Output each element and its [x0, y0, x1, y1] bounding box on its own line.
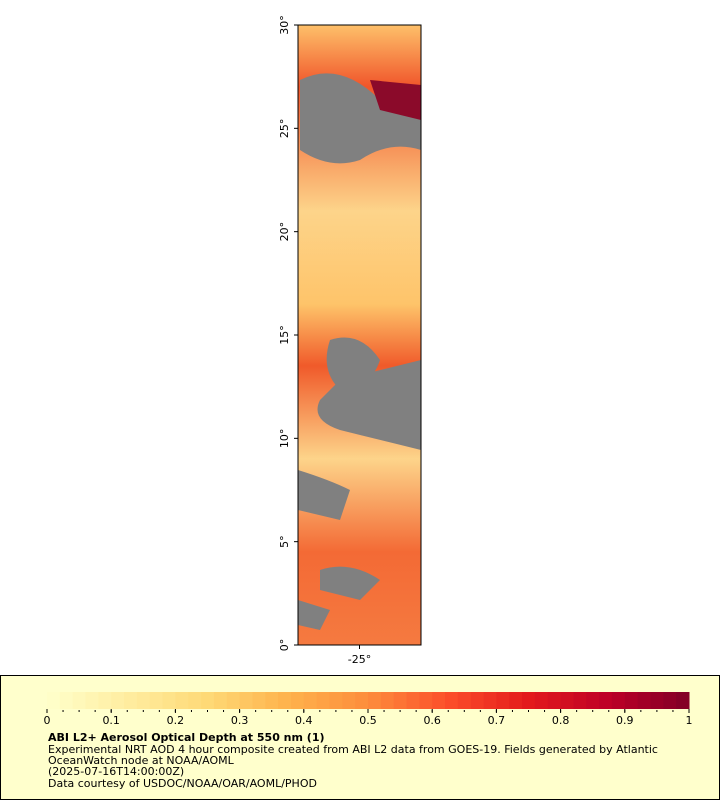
legend-text: Experimental NRT AOD 4 hour composite cr…: [48, 743, 658, 756]
colorbar-swatch: [329, 692, 343, 709]
colorbar-tick-label: 0.1: [102, 714, 120, 727]
colorbar-swatch: [136, 692, 151, 709]
colorbar-swatch: [637, 692, 651, 709]
y-tick-label: 30°: [278, 15, 291, 35]
colorbar-tick-label: 0.3: [231, 714, 249, 727]
colorbar-swatch: [432, 692, 446, 709]
colorbar-swatch: [624, 692, 639, 709]
colorbar-swatch: [483, 692, 497, 709]
colorbar-swatch: [149, 692, 164, 709]
colorbar-swatch: [406, 692, 420, 709]
y-tick-label: 15°: [278, 325, 291, 345]
x-tick-label: -25°: [348, 653, 371, 666]
legend-title: ABI L2+ Aerosol Optical Depth at 550 nm …: [48, 731, 325, 744]
colorbar-tick-label: 0.8: [552, 714, 570, 727]
colorbar-swatch: [111, 692, 125, 709]
colorbar-swatch: [201, 692, 215, 709]
colorbar-swatch: [663, 692, 677, 709]
colorbar-swatch: [72, 692, 87, 709]
colorbar-swatch: [368, 692, 382, 709]
y-tick-label: 0°: [278, 639, 291, 652]
legend-text: Data courtesy of USDOC/NOAA/OAR/AOML/PHO…: [48, 777, 317, 790]
colorbar-swatch: [278, 692, 292, 709]
colorbar-swatch: [445, 692, 459, 709]
y-tick-label: 5°: [278, 535, 291, 548]
colorbar-swatch: [175, 692, 189, 709]
map-image: [298, 25, 421, 645]
y-tick-label: 25°: [278, 119, 291, 139]
colorbar-tick-label: 0.2: [167, 714, 185, 727]
colorbar-swatch: [547, 692, 562, 709]
colorbar-swatch: [303, 692, 318, 709]
legend-text: OceanWatch node at NOAA/AOML: [48, 754, 235, 767]
colorbar-swatch: [393, 692, 408, 709]
y-tick-label: 20°: [278, 222, 291, 242]
colorbar-swatch: [676, 692, 690, 709]
colorbar-swatch: [239, 692, 253, 709]
colorbar-swatch: [509, 692, 523, 709]
colorbar-swatch: [380, 692, 395, 709]
colorbar-swatch: [162, 692, 176, 709]
colorbar-swatch: [98, 692, 112, 709]
colorbar-tick-label: 0.5: [359, 714, 377, 727]
colorbar-tick-label: 0.4: [295, 714, 313, 727]
colorbar-swatch: [124, 692, 138, 709]
y-tick-label: 10°: [278, 429, 291, 449]
colorbar-swatch: [611, 692, 626, 709]
colorbar-tick-label: 0.9: [616, 714, 634, 727]
colorbar-tick-label: 0.7: [488, 714, 506, 727]
colorbar-swatch: [226, 692, 241, 709]
colorbar-swatch: [265, 692, 279, 709]
colorbar-swatch: [342, 692, 356, 709]
colorbar-swatch: [252, 692, 266, 709]
colorbar-swatch: [47, 692, 61, 709]
colorbar-swatch: [534, 692, 549, 709]
colorbar-swatch: [496, 692, 510, 709]
legend-text: (2025-07-16T14:00:00Z): [48, 765, 184, 778]
colorbar-swatch: [599, 692, 613, 709]
colorbar-swatch: [213, 692, 228, 709]
colorbar-swatch: [560, 692, 574, 709]
colorbar-swatch: [188, 692, 202, 709]
colorbar-swatch: [290, 692, 305, 709]
colorbar-swatch: [355, 692, 369, 709]
colorbar-swatch: [419, 692, 433, 709]
colorbar-swatch: [586, 692, 600, 709]
colorbar-tick-label: 0.6: [423, 714, 441, 727]
colorbar-swatch: [573, 692, 587, 709]
colorbar-swatch: [470, 692, 485, 709]
colorbar-swatch: [85, 692, 99, 709]
colorbar-swatch: [650, 692, 664, 709]
colorbar-tick-label: 0: [44, 714, 51, 727]
colorbar-swatch: [59, 692, 74, 709]
colorbar-swatch: [316, 692, 330, 709]
colorbar-swatch: [522, 692, 536, 709]
colorbar-swatch: [457, 692, 472, 709]
colorbar-tick-label: 1: [686, 714, 693, 727]
